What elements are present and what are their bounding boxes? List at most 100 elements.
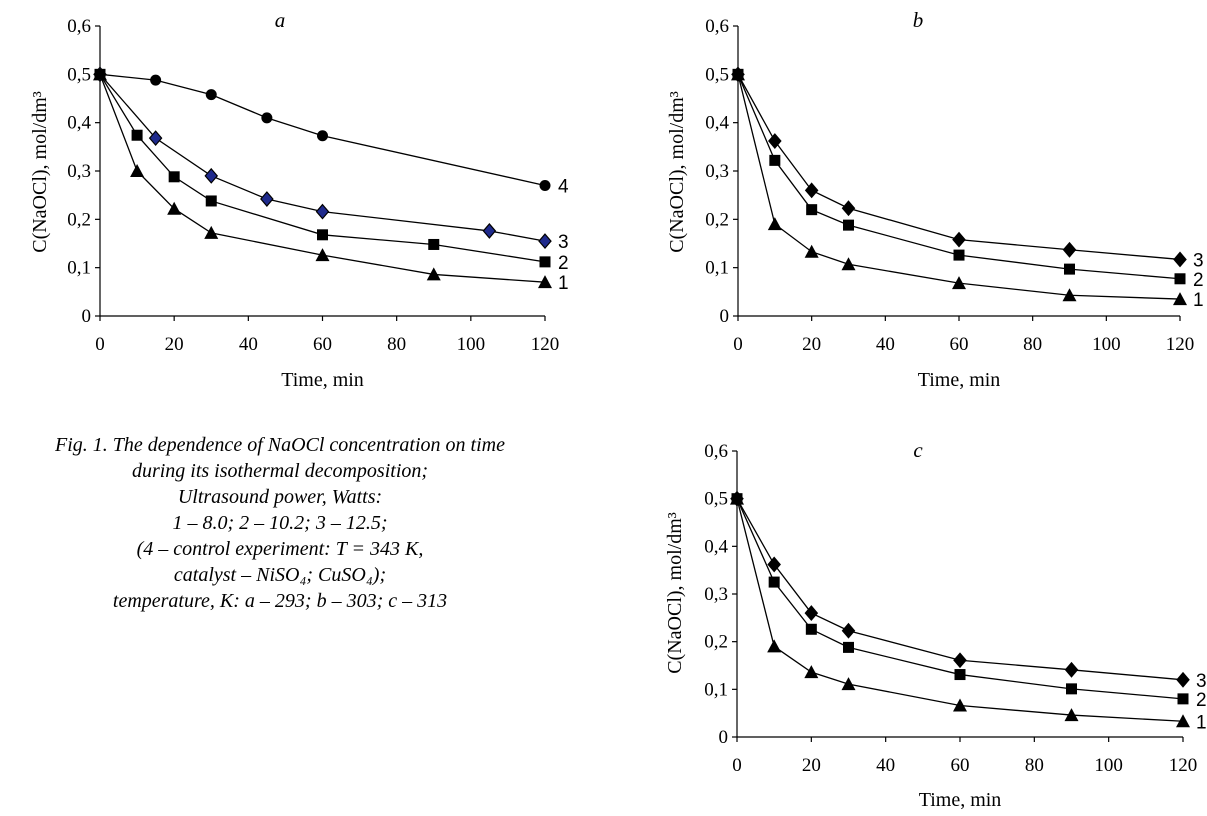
y-tick-label: 0,2 — [705, 209, 729, 230]
series-2-label: 2 — [1193, 270, 1204, 291]
y-axis-title: C(NaOCl), mol/dm³ — [666, 91, 688, 253]
series-2-point — [954, 669, 966, 681]
series-2-point — [843, 641, 854, 653]
series-3-point — [148, 130, 163, 147]
x-tick-label: 120 — [531, 334, 560, 355]
series-1-point — [841, 677, 856, 691]
x-tick-label: 60 — [313, 334, 332, 355]
series-2-point — [806, 204, 818, 216]
y-tick-label: 0 — [82, 306, 92, 327]
caption-line: during its isothermal decomposition; — [131, 460, 429, 482]
x-axis-title: Time, min — [919, 789, 1002, 811]
x-tick-label: 80 — [1025, 755, 1044, 776]
x-tick-label: 40 — [239, 334, 258, 355]
series-1-point — [804, 244, 819, 258]
series-3-point — [1062, 241, 1077, 258]
x-tick-label: 0 — [95, 334, 105, 355]
y-tick-label: 0,6 — [67, 16, 91, 37]
series-2-line — [737, 74, 1181, 280]
series-1-point — [953, 698, 967, 712]
series-3-point — [538, 233, 552, 250]
series-2-label: 2 — [1196, 690, 1207, 711]
series-1-point — [841, 257, 856, 271]
y-tick-label: 0,3 — [67, 161, 91, 182]
caption-line: Fig. 1. The dependence of NaOCl concentr… — [55, 434, 505, 456]
series-3-point — [1176, 671, 1190, 688]
series-2-point — [205, 195, 217, 207]
series-2-point — [769, 154, 781, 166]
caption-line: 1 – 8.0; 2 – 10.2; 3 – 12.5; — [172, 512, 388, 534]
series-3-point — [767, 556, 781, 573]
series-2-point — [1066, 683, 1077, 695]
series-1-point — [1064, 708, 1079, 722]
series-2-label: 2 — [558, 253, 569, 274]
series-3-point — [482, 223, 497, 239]
x-tick-label: 100 — [457, 334, 486, 355]
series-2-point — [428, 238, 440, 250]
x-tick-label: 80 — [1023, 334, 1042, 355]
y-tick-label: 0,6 — [704, 441, 728, 462]
series-4-label: 4 — [558, 177, 569, 198]
y-tick-label: 0,4 — [705, 113, 729, 134]
series-3-point — [768, 133, 782, 149]
series-3-point — [260, 191, 274, 207]
series-1-point — [167, 201, 182, 215]
y-tick-label: 0,5 — [704, 489, 728, 510]
x-tick-label: 60 — [951, 755, 970, 776]
series-1-point — [1062, 288, 1077, 302]
y-tick-label: 0,2 — [67, 209, 91, 230]
series-3-point — [804, 605, 819, 621]
panel-letter: c — [913, 438, 923, 462]
series-1-line — [736, 498, 1184, 722]
series-4-line — [99, 73, 546, 187]
y-axis-title: C(NaOCl), mol/dm³ — [664, 512, 686, 674]
y-tick-label: 0,3 — [704, 584, 728, 605]
series-4-point — [205, 89, 217, 101]
panel-c-chart: 0 0,1 0,2 0,3 0,4 0,5 0,6 0 20 40 60 80 100 120 Time, … — [664, 438, 1207, 811]
series-3-label: 3 — [1196, 671, 1207, 692]
x-tick-label: 0 — [732, 755, 742, 776]
y-tick-label: 0,5 — [705, 64, 729, 85]
series-1-point — [426, 267, 441, 281]
caption-line: Ultrasound power, Watts: — [177, 486, 383, 508]
series-3-point — [953, 652, 967, 669]
series-3-label: 3 — [558, 232, 569, 253]
series-1-point — [767, 217, 782, 231]
x-tick-label: 20 — [802, 755, 821, 776]
series-1-label: 1 — [1196, 712, 1207, 733]
series-3-point — [731, 66, 745, 83]
x-tick-label: 20 — [802, 334, 821, 355]
series-3-point — [730, 490, 744, 507]
series-1-point — [1173, 292, 1187, 306]
series-2-point — [317, 229, 328, 241]
series-2-point — [131, 129, 143, 141]
series-1-point — [130, 164, 145, 177]
panel-a-chart: 0 0,1 0,2 0,3 0,4 0,5 0,6 0 20 40 60 80 100 120 Time, … — [29, 8, 569, 391]
series-2-point — [168, 171, 180, 183]
y-tick-label: 0,5 — [67, 64, 91, 85]
series-1-point — [315, 248, 330, 262]
series-3-point — [1173, 251, 1187, 268]
panel-b-chart: 0 0,1 0,2 0,3 0,4 0,5 0,6 0 20 40 60 80 100 120 Time, … — [666, 8, 1204, 391]
panel-letter: a — [275, 8, 286, 32]
series-3-point — [952, 231, 966, 248]
figure-caption: Fig. 1. The dependence of NaOCl concentr… — [0, 432, 600, 614]
series-3-point — [315, 203, 330, 220]
y-axis-title: C(NaOCl), mol/dm³ — [29, 91, 51, 253]
series-4-point — [150, 74, 162, 86]
y-tick-label: 0 — [720, 306, 730, 327]
panel-letter: b — [913, 8, 924, 32]
x-tick-label: 60 — [950, 334, 969, 355]
series-4-point — [94, 68, 106, 80]
series-1-label: 1 — [1193, 290, 1204, 311]
x-tick-label: 120 — [1169, 755, 1198, 776]
y-tick-label: 0,1 — [704, 679, 728, 700]
x-tick-label: 100 — [1092, 334, 1121, 355]
y-tick-label: 0,3 — [705, 161, 729, 182]
series-2-point — [805, 623, 817, 635]
x-tick-label: 40 — [876, 334, 895, 355]
series-4-point — [317, 130, 328, 142]
series-3-point — [1064, 661, 1079, 678]
series-3-point — [841, 200, 856, 217]
